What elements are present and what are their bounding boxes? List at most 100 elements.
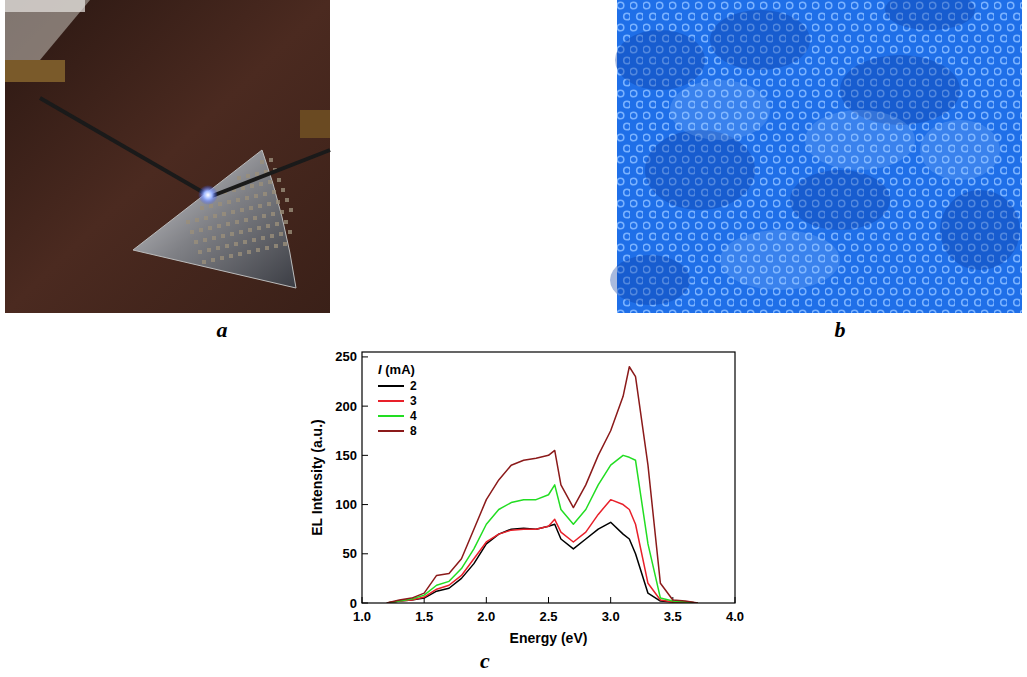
x-tick-label: 3.0: [602, 609, 620, 624]
wafer-pad: [208, 226, 212, 230]
wafer-pad: [194, 240, 198, 244]
wafer-pad: [281, 188, 285, 192]
y-tick-label: 250: [335, 349, 357, 364]
dark-region: [645, 130, 755, 210]
panel-c-chart: 1.01.52.02.53.03.54.0050100150200250Ener…: [309, 349, 744, 646]
wafer-pad: [207, 248, 211, 252]
wafer-pad: [227, 200, 231, 204]
legend: I (mA)2348: [378, 362, 417, 438]
dark-region: [885, 0, 975, 30]
wafer-pad: [212, 236, 216, 240]
y-tick-label: 0: [350, 596, 357, 611]
wafer-pad: [262, 214, 266, 218]
series-line: [387, 367, 698, 603]
legend-label: 2: [410, 379, 417, 393]
wafer-pad: [230, 232, 234, 236]
probe-needle: [212, 150, 330, 196]
wafer-pad: [238, 252, 242, 256]
legend-swatch: [378, 385, 404, 387]
wafer-pad: [246, 174, 250, 178]
y-axis-title: EL Intensity (a.u.): [309, 419, 325, 535]
x-tick: [486, 597, 487, 603]
wafer-pad: [266, 224, 270, 228]
wafer-pad: [239, 230, 243, 234]
x-tick-label: 4.0: [726, 609, 744, 624]
wafer-pad: [258, 204, 262, 208]
wafer-pad: [288, 230, 292, 234]
probe-holder: [300, 110, 330, 138]
y-tick: [362, 455, 368, 456]
wafer-pad: [261, 236, 265, 240]
y-tick-label: 150: [335, 448, 357, 463]
wafer-pad: [222, 212, 226, 216]
wafer-pad: [259, 182, 263, 186]
wafer-pad: [240, 208, 244, 212]
wafer-pad: [283, 242, 287, 246]
wafer-pad: [260, 160, 264, 164]
wafer-pad: [200, 206, 204, 210]
panel-label: a: [217, 317, 228, 342]
probe-holder: [5, 60, 65, 82]
photo-light-area: [5, 0, 85, 12]
dark-region: [615, 30, 705, 90]
wafer-pad: [213, 214, 217, 218]
bright-region: [920, 120, 1000, 180]
bright-region: [670, 80, 770, 140]
wafer-pad: [231, 210, 235, 214]
wafer-pad: [277, 178, 281, 182]
panel-label: b: [835, 317, 846, 342]
wafer-pad: [265, 246, 269, 250]
wafer-pad: [211, 258, 215, 262]
wafer-pad: [272, 190, 276, 194]
plot-frame: [362, 352, 735, 603]
wafer-pad: [190, 230, 194, 234]
legend-swatch: [378, 430, 404, 432]
wafer-pad: [280, 210, 284, 214]
x-axis-title: Energy (eV): [510, 630, 588, 646]
bright-region: [805, 110, 915, 170]
wafer-pad: [271, 212, 275, 216]
wafer-pad: [220, 256, 224, 260]
panel-b-image: [610, 0, 1022, 313]
legend-swatch: [378, 415, 404, 417]
wafer-pad: [225, 244, 229, 248]
dark-region: [610, 255, 690, 305]
wafer-pad: [195, 218, 199, 222]
wafer-pad: [270, 234, 274, 238]
y-tick: [362, 356, 368, 357]
wafer-pad: [236, 198, 240, 202]
wafer-pad: [234, 242, 238, 246]
wafer-pad: [216, 246, 220, 250]
wafer-pad: [204, 216, 208, 220]
x-tick-label: 1.5: [415, 609, 433, 624]
wafer-pad: [276, 200, 280, 204]
photo-background: [5, 0, 330, 313]
probe-needle: [40, 98, 206, 194]
photo-light-area: [5, 0, 90, 70]
wafer-pad: [253, 216, 257, 220]
wafer-pad: [267, 202, 271, 206]
dark-region: [940, 190, 1020, 270]
wafer-pad: [186, 220, 190, 224]
legend-label: 3: [410, 394, 417, 408]
x-tick: [548, 597, 549, 603]
led-glow: [198, 185, 218, 205]
wafer-pad: [275, 222, 279, 226]
wafer-pad: [263, 192, 267, 196]
x-tick-label: 2.5: [539, 609, 557, 624]
wafer-pad: [218, 202, 222, 206]
wafer-pad: [243, 240, 247, 244]
legend-title: I (mA): [378, 362, 415, 377]
x-tick-label: 1.0: [353, 609, 371, 624]
wafer-pad: [289, 208, 293, 212]
wafer-pad: [254, 194, 258, 198]
wafer-pad: [217, 224, 221, 228]
wafer-pad: [274, 244, 278, 248]
y-tick: [362, 406, 368, 407]
wafer-pad: [248, 228, 252, 232]
panel-a-photo: [5, 0, 330, 313]
wafer-pad: [279, 232, 283, 236]
wafer-pad: [268, 180, 272, 184]
y-tick: [362, 553, 368, 554]
bright-region: [720, 230, 840, 290]
